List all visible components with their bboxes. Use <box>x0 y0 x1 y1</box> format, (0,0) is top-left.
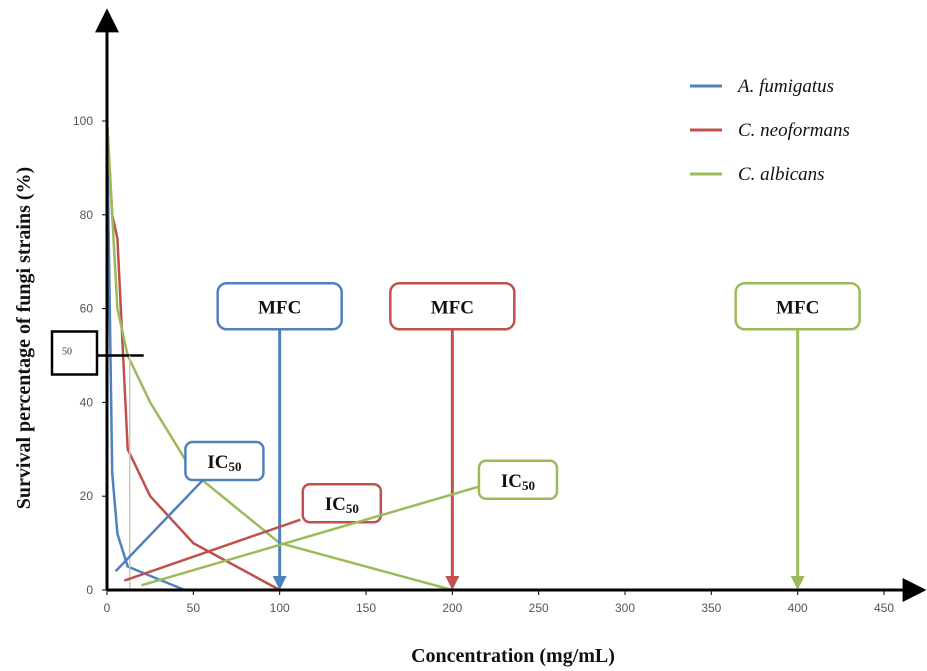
ic50-pointer-5 <box>123 518 301 582</box>
x-tick-label: 100 <box>270 601 290 615</box>
tick-labels: 0 50 100 150 200 250 300 350 400 450 0 20 40 60 80 100 <box>73 114 894 615</box>
x-tick-label: 200 <box>442 601 462 615</box>
y-axis-title: Survival percentage of fungi strains (%) <box>13 167 35 509</box>
y-tick-label: 0 <box>86 583 93 597</box>
x-tick-label: 0 <box>104 601 111 615</box>
y-tick-label: 40 <box>80 395 94 409</box>
mfc-label-2: MFC <box>431 297 474 318</box>
mfc-label-1: MFC <box>258 297 301 318</box>
ic50-box-6 <box>477 459 559 501</box>
legend-label-3: C. albicans <box>738 164 825 185</box>
mfc-box-2 <box>389 282 516 331</box>
mfc-label-3: MFC <box>776 297 819 318</box>
ic50-box-4 <box>184 440 265 482</box>
y-tick-label: 100 <box>73 114 93 128</box>
x-tick-label: 150 <box>356 601 376 615</box>
ic50-box-5 <box>301 482 383 524</box>
x-tick-label: 450 <box>874 601 894 615</box>
legend: A. fumigatus C. neoformans C. albicans <box>690 76 850 185</box>
series-line-1 <box>105 119 186 592</box>
x-tick-label: 400 <box>788 601 808 615</box>
ic50-pointer-4 <box>114 476 207 573</box>
mfc-arrow-head-1 <box>272 576 287 590</box>
x-axis-title: Concentration (mg/mL) <box>411 645 615 667</box>
x-tick-label: 300 <box>615 601 635 615</box>
threshold-box <box>50 330 99 376</box>
x-tick-label: 50 <box>187 601 201 615</box>
threshold-label: 50 <box>62 347 72 358</box>
mfc-box-3 <box>734 282 861 331</box>
x-tick-label: 250 <box>529 601 549 615</box>
mfc-arrow-head-2 <box>445 576 460 590</box>
y-tick-label: 20 <box>80 489 94 503</box>
legend-label-2: C. neoformans <box>738 120 850 141</box>
ic50-pointer-6 <box>141 485 479 587</box>
mfc-arrow-head-3 <box>790 576 805 590</box>
legend-label-1: A. fumigatus <box>736 76 834 97</box>
y-tick-label: 80 <box>80 208 94 222</box>
y-tick-label: 60 <box>80 302 94 316</box>
x-tick-label: 350 <box>701 601 721 615</box>
mfc-box-1 <box>216 282 343 331</box>
